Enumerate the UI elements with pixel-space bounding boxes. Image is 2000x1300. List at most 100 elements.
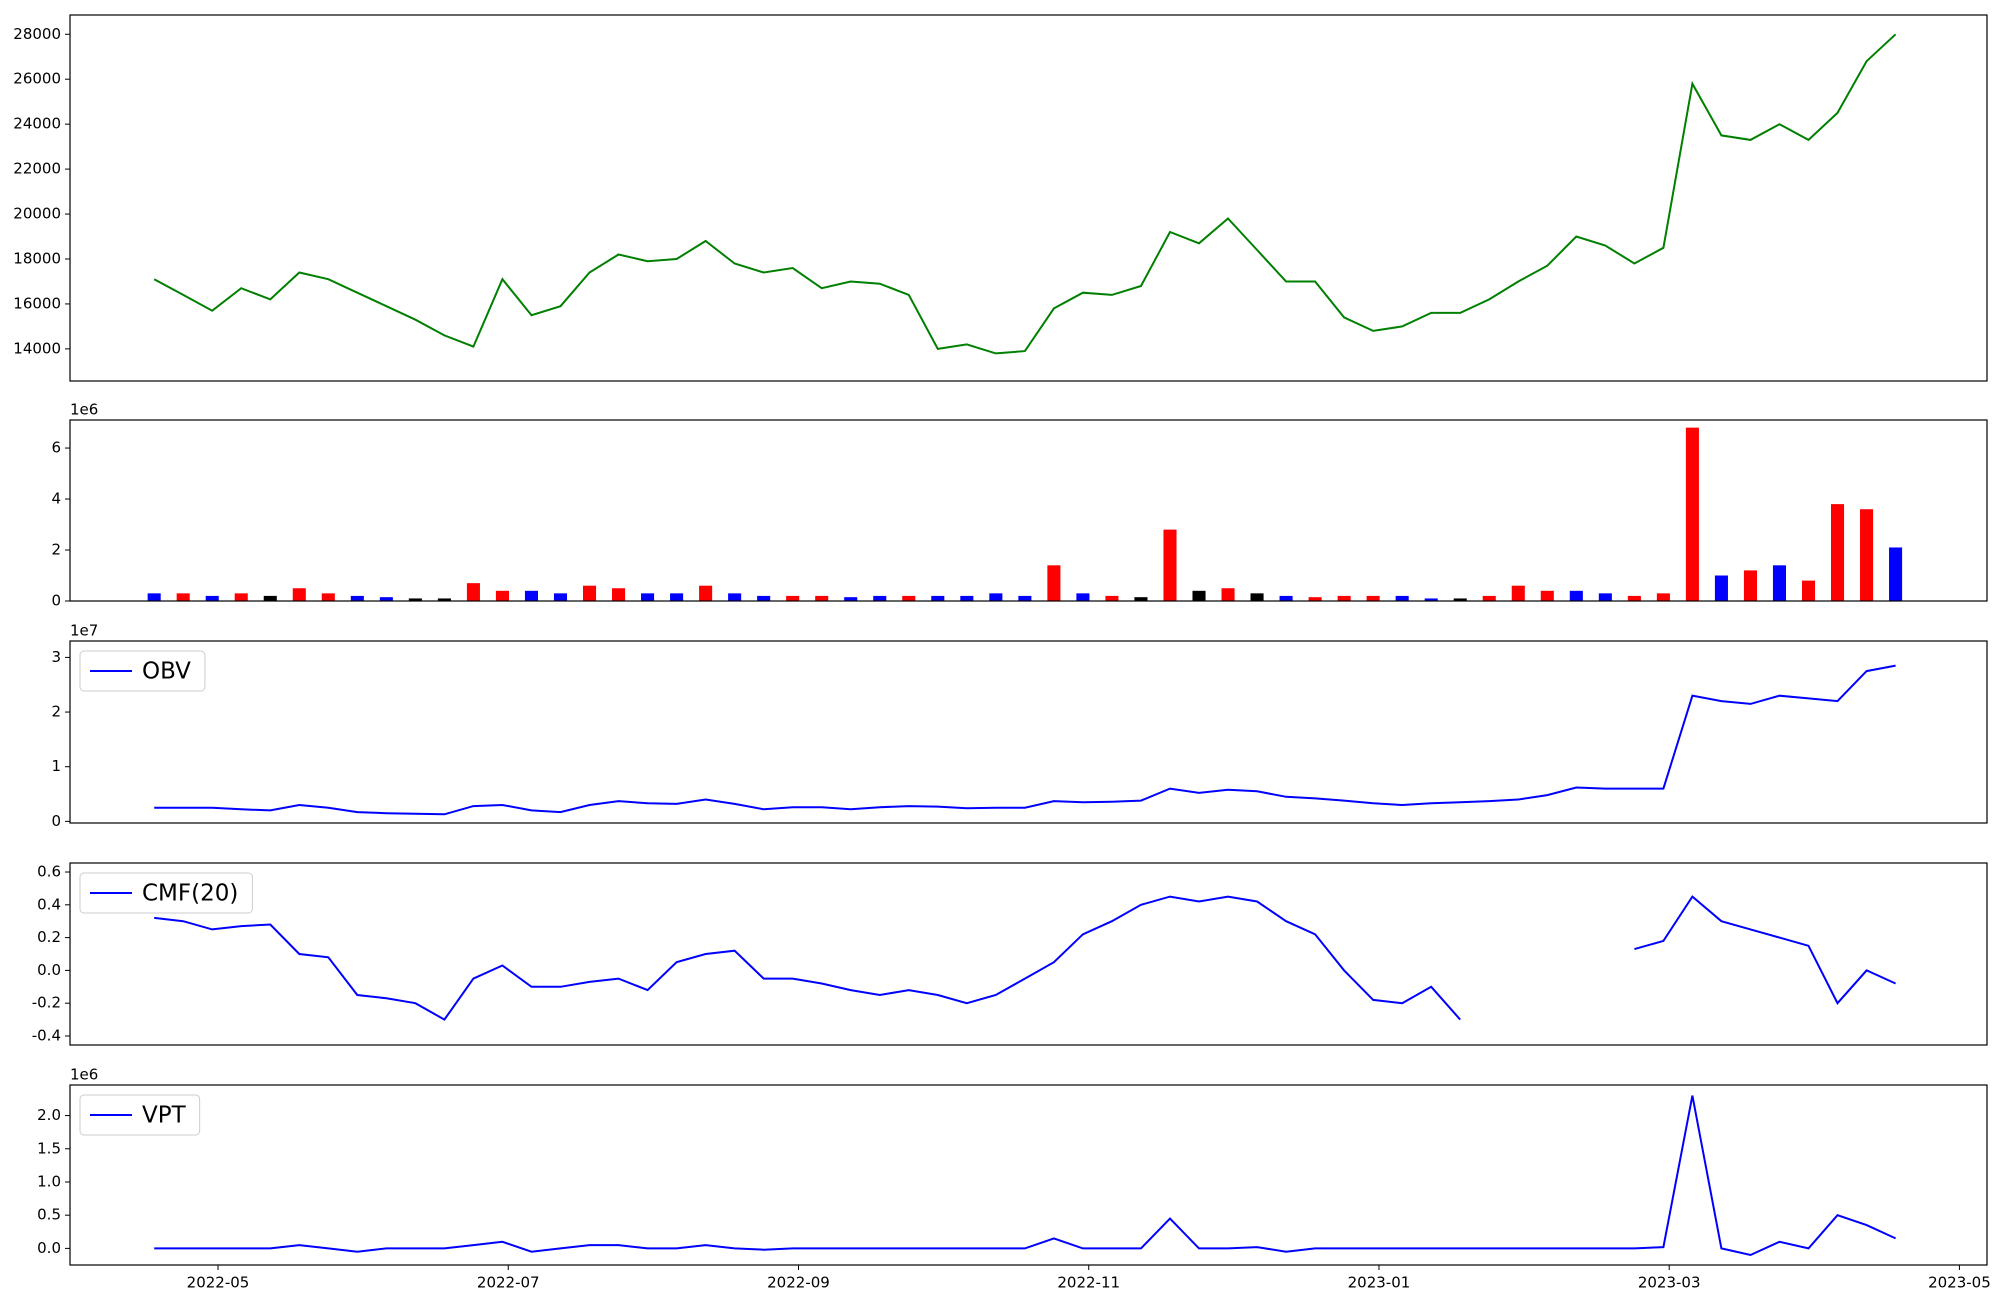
y-tick-label: 0 <box>51 812 61 830</box>
y-tick-label: 1.5 <box>37 1139 61 1157</box>
legend-label: VPT <box>142 1103 187 1129</box>
bar <box>815 595 829 601</box>
line <box>154 895 1897 1021</box>
bar <box>234 593 248 601</box>
bar <box>147 593 161 601</box>
line <box>154 1095 1897 1257</box>
legend: VPT <box>79 1094 201 1136</box>
x-tick-label: 2022-11 <box>1057 1274 1120 1292</box>
legend-frame <box>79 872 253 914</box>
bar <box>1598 593 1612 601</box>
bar <box>1076 593 1090 601</box>
bar <box>1453 598 1467 601</box>
bar <box>1192 590 1206 601</box>
legend-frame <box>79 650 206 692</box>
bar <box>1743 570 1757 601</box>
y-tick-label: 0.4 <box>37 895 61 913</box>
bar <box>437 598 451 601</box>
bar <box>1105 595 1119 601</box>
bar <box>1279 595 1293 601</box>
bar <box>1627 595 1641 601</box>
bar <box>1540 590 1554 601</box>
bar <box>1569 590 1583 601</box>
offset-label: 1e6 <box>70 401 98 419</box>
bar <box>1801 580 1816 601</box>
x-tick-label: 2022-05 <box>187 1274 250 1292</box>
bar <box>960 595 974 601</box>
y-tick-label: 22000 <box>13 160 61 178</box>
line <box>153 33 1897 355</box>
y-tick-label: 0.2 <box>37 928 61 946</box>
axes-frame <box>69 862 1988 1046</box>
y-tick-label: 1 <box>51 757 61 775</box>
bar <box>321 593 335 601</box>
y-tick-label: 0.0 <box>37 1239 61 1257</box>
x-tick-label: 2023-03 <box>1638 1274 1701 1292</box>
bar <box>1656 593 1670 601</box>
bar <box>1685 427 1699 601</box>
line <box>154 664 1896 816</box>
y-tick-label: 26000 <box>13 70 61 88</box>
bar <box>350 595 364 601</box>
bar <box>1018 595 1032 601</box>
bar <box>728 593 742 601</box>
bar <box>1163 529 1177 601</box>
y-tick-label: 24000 <box>13 115 61 133</box>
legend: CMF(20) <box>79 872 253 914</box>
y-tick-label: 0.5 <box>37 1206 61 1224</box>
y-tick-label: 0.0 <box>37 961 61 979</box>
axes-frame <box>69 640 1988 824</box>
bar <box>408 598 422 601</box>
legend-label: CMF(20) <box>142 881 238 907</box>
axes-frame <box>69 14 1988 382</box>
bar <box>786 595 800 601</box>
bar <box>641 593 655 601</box>
bar <box>873 595 887 601</box>
bar <box>292 588 306 601</box>
axes-frame <box>69 1084 1988 1266</box>
bar <box>844 597 858 601</box>
y-tick-label: 0.6 <box>37 863 61 881</box>
bar <box>670 593 684 601</box>
bar <box>902 595 916 601</box>
bar <box>495 590 509 601</box>
bar <box>1860 509 1874 601</box>
x-tick-label: 2023-05 <box>1928 1274 1991 1292</box>
y-tick-label: 0 <box>51 592 61 610</box>
bar <box>466 583 480 601</box>
bar <box>931 595 945 601</box>
bar <box>1424 598 1438 601</box>
bar <box>1366 595 1380 601</box>
bar <box>1134 597 1148 601</box>
bar <box>1772 565 1787 601</box>
legend: OBV <box>79 650 206 692</box>
y-tick-label: -0.2 <box>32 994 61 1012</box>
x-tick-label: 2023-01 <box>1348 1274 1411 1292</box>
y-tick-label: 6 <box>51 439 61 457</box>
bar <box>612 588 626 601</box>
y-tick-label: 28000 <box>13 25 61 43</box>
bar <box>553 593 568 601</box>
bar <box>699 585 713 601</box>
bar <box>1395 595 1409 601</box>
bar <box>524 590 539 601</box>
y-tick-label: 2 <box>51 703 61 721</box>
y-tick-label: -0.4 <box>32 1026 61 1044</box>
legend-label: OBV <box>142 659 191 685</box>
bar <box>1250 593 1264 601</box>
bar <box>205 595 219 601</box>
y-tick-label: 1.0 <box>37 1172 61 1190</box>
bar <box>1308 597 1322 601</box>
axes-frame <box>69 419 1988 602</box>
bar <box>263 595 277 601</box>
offset-label: 1e6 <box>70 1066 98 1084</box>
bar <box>1511 585 1525 601</box>
bar <box>757 595 771 601</box>
bar <box>1337 595 1351 601</box>
bar <box>1482 595 1496 601</box>
y-tick-label: 2 <box>51 541 61 559</box>
x-tick-label: 2022-07 <box>477 1274 540 1292</box>
y-tick-label: 3 <box>51 648 61 666</box>
bar <box>1889 547 1903 601</box>
